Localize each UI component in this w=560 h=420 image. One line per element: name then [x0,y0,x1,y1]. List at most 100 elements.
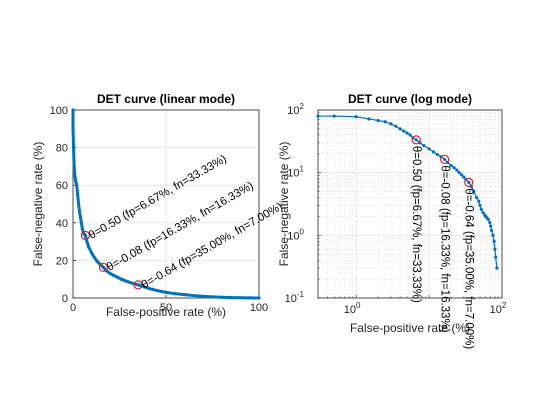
linear-curve-point [71,108,75,112]
log-curve-point [467,180,471,184]
log-ytick-base: 10 [287,230,299,242]
log-curve-point [481,211,485,215]
log-curve-point [435,152,439,157]
log-curve-point [405,131,409,135]
log-ytick-exp: 0 [300,227,305,236]
linear-threshold-marker [98,262,108,272]
log-curve-point [422,144,426,148]
linear-xtick-label: 100 [250,302,268,314]
linear-ytick-label: 20 [56,255,68,267]
linear-curve-point [119,277,123,281]
linear-curve-point [192,293,196,298]
log-curve-point [495,266,499,270]
log-threshold-label: θ=-0.08 (fp=16.33%, fn=16.33%) [439,165,451,332]
log-ylabel: False-negative rate (%) [277,142,291,267]
linear-curve-point [78,215,83,219]
log-curve-point [418,141,422,145]
linear-curve-point [83,233,88,237]
linear-curve-point [123,279,127,283]
linear-curve-point [220,295,224,299]
linear-xtick-label: 0 [70,302,76,314]
linear-xticks: 0 50 100 [70,295,268,314]
log-curve-point [475,196,479,200]
log-ytick-base: 10 [287,168,299,180]
log-curve-point [427,147,431,151]
linear-curve-point [90,251,94,255]
log-curve-point [367,117,371,121]
log-curve-point [457,171,461,175]
linear-curve-point [210,295,215,299]
linear-yticks: 0 20 40 60 80 100 [50,105,76,305]
log-ytick-exp: 2 [300,102,305,111]
linear-threshold-marker [80,230,91,240]
linear-curve-point [71,146,76,150]
log-curve-point [491,233,495,237]
linear-curve-point [108,271,112,276]
linear-curve-point [130,281,135,285]
log-xtick-exp: 0 [356,301,361,310]
linear-curve-point [238,296,242,300]
log-ytick-base: 10 [287,105,299,117]
log-plot-area [316,114,499,270]
log-curve-point [332,114,336,118]
linear-curve-point [85,240,89,244]
linear-curve-point [77,209,82,214]
linear-curve-point [136,283,140,287]
log-curve-point [383,120,387,124]
linear-ytick-label: 60 [56,180,68,192]
log-panel: DET curve (log mode) False-positive rate… [277,92,507,349]
log-curve-point [492,239,496,244]
linear-curve-point [72,164,76,168]
linear-curve-point [127,280,131,284]
linear-curve-point [87,245,91,249]
linear-curve-point [95,259,99,263]
log-curve-point [354,115,358,119]
linear-curve-point [71,127,75,131]
log-ytick-label: 102 [287,102,304,117]
log-curve-point [398,127,402,131]
log-ytick-exp: -1 [297,290,305,299]
log-curve-point [488,220,492,225]
log-curve-point [414,138,418,142]
log-threshold-label: θ=0.50 (fp=6.67%, fn=33.33%) [410,146,422,303]
log-curve-point [477,199,481,203]
linear-curve-point [104,269,109,273]
log-xtick-base: 10 [344,304,356,316]
linear-curve-point [79,221,83,225]
log-curve-point [479,207,483,211]
log-title: DET curve (log mode) [348,92,472,106]
linear-xlabel: False-positive rate (%) [106,305,226,319]
linear-curve-point [92,255,96,260]
linear-curve-point [112,273,116,278]
linear-curve-point [74,179,78,184]
linear-det-curve [71,110,260,300]
log-curve-point [486,217,490,221]
log-curve-point [460,173,464,177]
linear-curve-point [257,296,261,300]
log-curve-point [494,255,498,259]
linear-curve-point [101,265,105,269]
log-xlabel: False-positive rate (%) [350,321,470,335]
log-ytick-label: 10-1 [285,290,305,305]
log-curve-point [489,224,493,228]
log-xtick-label: 100 [344,301,361,316]
log-curve-point [455,168,459,172]
log-xtick-label: 102 [490,301,507,316]
linear-threshold-marker [133,280,143,290]
log-axes-frame [317,109,503,299]
log-ytick-base: 10 [285,293,297,305]
linear-curve-point [248,296,252,300]
log-curve-point [489,228,494,232]
linear-curve-point [76,193,80,197]
linear-ytick-label: 80 [56,143,68,155]
log-threshold-marker [464,177,474,187]
log-curve-point [316,114,320,118]
log-xticks: 100 102 [317,295,507,316]
linear-curve-point [173,292,177,296]
linear-panel: DET curve (linear mode) False-positive r… [31,92,285,319]
log-threshold-label: θ=-0.64 (fp=35.00%, fn=7.00%) [463,188,475,349]
linear-xtick-label: 50 [160,302,172,314]
